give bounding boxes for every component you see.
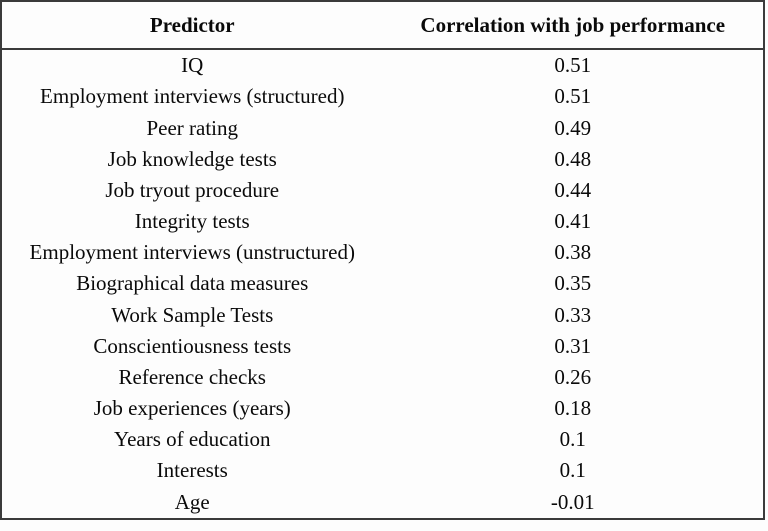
table-row: Years of education 0.1 [1,424,764,455]
predictor-cell: Biographical data measures [76,271,309,296]
table-row: Peer rating 0.49 [1,113,764,144]
table-row: Work Sample Tests 0.33 [1,300,764,331]
header-row: Predictor Correlation with job performan… [1,1,764,50]
table-row: IQ 0.51 [1,49,764,81]
correlation-cell: 0.41 [554,209,592,234]
predictor-cell: Age [174,489,210,514]
predictor-cell: Conscientiousness tests [93,333,292,358]
correlation-table: Predictor Correlation with job performan… [0,0,765,520]
predictor-cell: Employment interviews (unstructured) [29,240,355,265]
table-row: Integrity tests 0.41 [1,206,764,237]
predictor-cell: Job tryout procedure [105,177,280,202]
column-header-predictor: Predictor [1,1,383,50]
correlation-cell: 0.35 [554,271,592,296]
correlation-cell: 0.51 [554,84,592,109]
table-row: Conscientiousness tests 0.31 [1,331,764,362]
correlation-cell: 0.44 [554,177,592,202]
table-row: Employment interviews (unstructured) 0.3… [1,237,764,268]
table-row: Job experiences (years) 0.18 [1,393,764,424]
table-row: Reference checks 0.26 [1,362,764,393]
correlation-cell: 0.48 [554,146,592,171]
table-row: Job tryout procedure 0.44 [1,175,764,206]
predictor-cell: Work Sample Tests [111,302,274,327]
predictor-cell: Interests [156,458,228,483]
column-header-correlation: Correlation with job performance [382,1,764,50]
predictor-cell: Integrity tests [134,209,250,234]
predictor-cell: Job knowledge tests [107,146,277,171]
correlation-cell: 0.38 [554,240,592,265]
predictor-cell: Peer rating [146,115,239,140]
correlation-cell: 0.31 [554,333,592,358]
predictor-cell: Employment interviews (structured) [40,84,345,109]
predictor-cell: IQ [181,53,204,78]
correlation-cell: -0.01 [550,489,595,514]
table-body: IQ 0.51 Employment interviews (structure… [1,49,764,519]
correlation-cell: 0.1 [559,458,586,483]
table-header: Predictor Correlation with job performan… [1,1,764,50]
predictor-cell: Job experiences (years) [93,396,291,421]
table-row: Employment interviews (structured) 0.51 [1,81,764,112]
table-row: Biographical data measures 0.35 [1,268,764,299]
predictor-cell: Years of education [114,427,271,452]
correlation-cell: 0.26 [554,364,592,389]
correlation-cell: 0.18 [554,396,592,421]
table-row: Job knowledge tests 0.48 [1,144,764,175]
predictor-cell: Reference checks [118,364,266,389]
table-row: Age -0.01 [1,486,764,519]
correlation-cell: 0.51 [554,53,592,78]
correlation-cell: 0.49 [554,115,592,140]
table-row: Interests 0.1 [1,455,764,486]
correlation-cell: 0.1 [559,427,586,452]
correlation-cell: 0.33 [554,302,592,327]
